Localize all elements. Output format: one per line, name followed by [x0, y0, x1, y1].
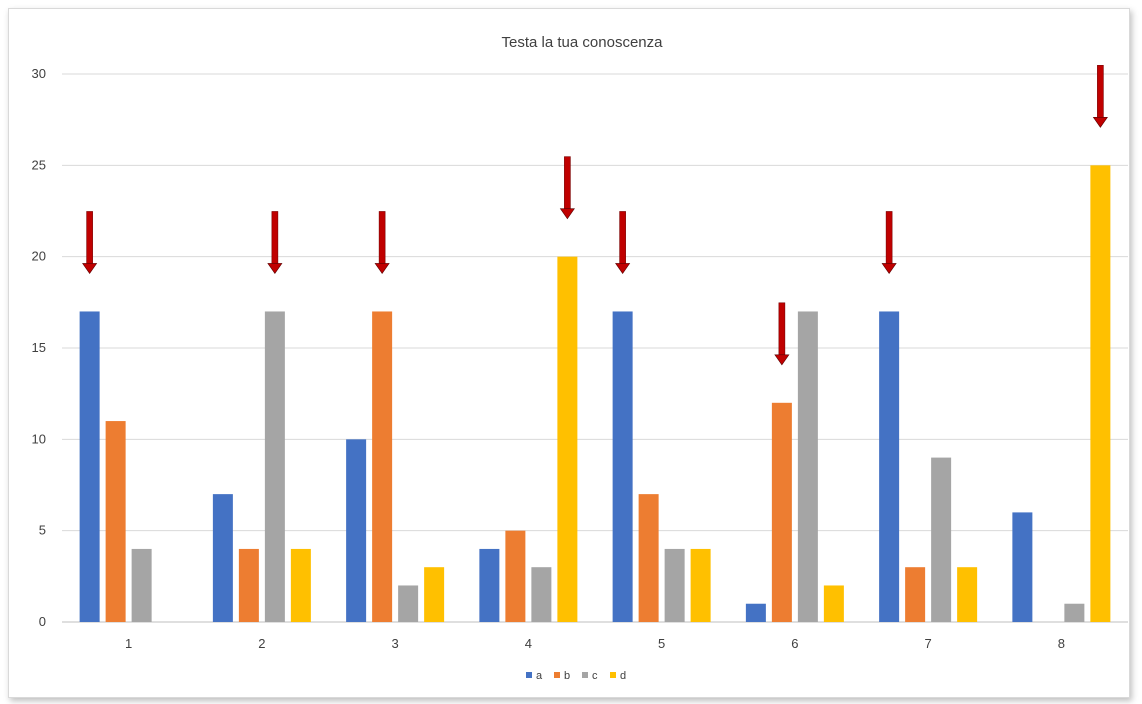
y-tick-label: 20 — [32, 249, 46, 264]
bar-b-4 — [505, 530, 526, 622]
bar-c-3 — [398, 585, 419, 622]
legend-item-a: a — [526, 670, 543, 682]
arrow-annotation — [82, 211, 98, 274]
bar-c-4 — [531, 567, 552, 622]
bar-d-3 — [424, 567, 445, 622]
bar-a-8 — [1012, 512, 1033, 622]
legend-swatch — [554, 672, 560, 678]
x-tick-label: 6 — [791, 636, 798, 651]
y-tick-label: 25 — [32, 157, 46, 172]
bar-b-6 — [771, 402, 792, 622]
bar-d-5 — [690, 548, 711, 622]
x-tick-label: 2 — [258, 636, 265, 651]
arrow-annotation — [615, 211, 631, 274]
bar-b-1 — [105, 421, 126, 622]
bar-b-3 — [372, 311, 393, 622]
bar-c-2 — [264, 311, 285, 622]
arrow-annotations — [82, 65, 1108, 366]
bar-b-5 — [638, 494, 659, 622]
bar-d-6 — [823, 585, 844, 622]
bar-b-7 — [905, 567, 926, 622]
y-tick-label: 5 — [39, 523, 46, 538]
bar-a-4 — [479, 548, 500, 622]
bar-c-1 — [131, 548, 152, 622]
bar-a-1 — [79, 311, 100, 622]
bar-c-7 — [931, 457, 952, 622]
legend-item-c: c — [582, 670, 598, 682]
legend-label: c — [592, 670, 598, 682]
bar-a-5 — [612, 311, 633, 622]
x-tick-label: 1 — [125, 636, 132, 651]
legend-label: b — [564, 670, 570, 682]
bar-a-7 — [879, 311, 900, 622]
arrow-annotation — [374, 211, 390, 274]
x-tick-label: 3 — [392, 636, 399, 651]
x-tick-label: 4 — [525, 636, 532, 651]
legend-swatch — [526, 672, 532, 678]
bar-c-8 — [1064, 603, 1085, 622]
y-tick-label: 15 — [32, 340, 46, 355]
x-tick-label: 8 — [1058, 636, 1065, 651]
bar-d-8 — [1090, 165, 1111, 623]
arrow-annotation — [559, 156, 575, 220]
legend-swatch — [610, 672, 616, 678]
y-axis: 0 5 10 15 20 25 30 — [32, 66, 46, 629]
arrow-annotation — [267, 211, 283, 274]
bar-d-7 — [957, 567, 978, 622]
bar-a-2 — [212, 494, 233, 622]
y-tick-label: 10 — [32, 431, 46, 446]
y-tick-label: 30 — [32, 66, 46, 81]
legend-item-b: b — [554, 670, 570, 682]
bar-c-6 — [797, 311, 818, 622]
chart-title: Testa la tua conoscenza — [502, 34, 664, 51]
bar-a-3 — [346, 439, 367, 622]
bar-d-4 — [557, 256, 578, 622]
arrow-annotation — [774, 302, 790, 366]
legend-label: a — [536, 670, 543, 682]
legend-swatch — [582, 672, 588, 678]
bar-a-6 — [745, 603, 766, 622]
bar-c-5 — [664, 548, 685, 622]
legend-label: d — [620, 670, 626, 682]
x-tick-label: 7 — [925, 636, 932, 651]
x-axis: 1 2 3 4 5 6 7 8 — [125, 636, 1065, 651]
bars — [79, 165, 1111, 623]
bar-b-2 — [238, 548, 259, 622]
bar-d-2 — [290, 548, 311, 622]
legend-item-d: d — [610, 670, 626, 682]
arrow-annotation — [1092, 65, 1108, 128]
y-tick-label: 0 — [39, 614, 46, 629]
arrow-annotation — [881, 211, 897, 274]
x-tick-label: 5 — [658, 636, 665, 651]
legend: a b c d — [526, 670, 626, 682]
